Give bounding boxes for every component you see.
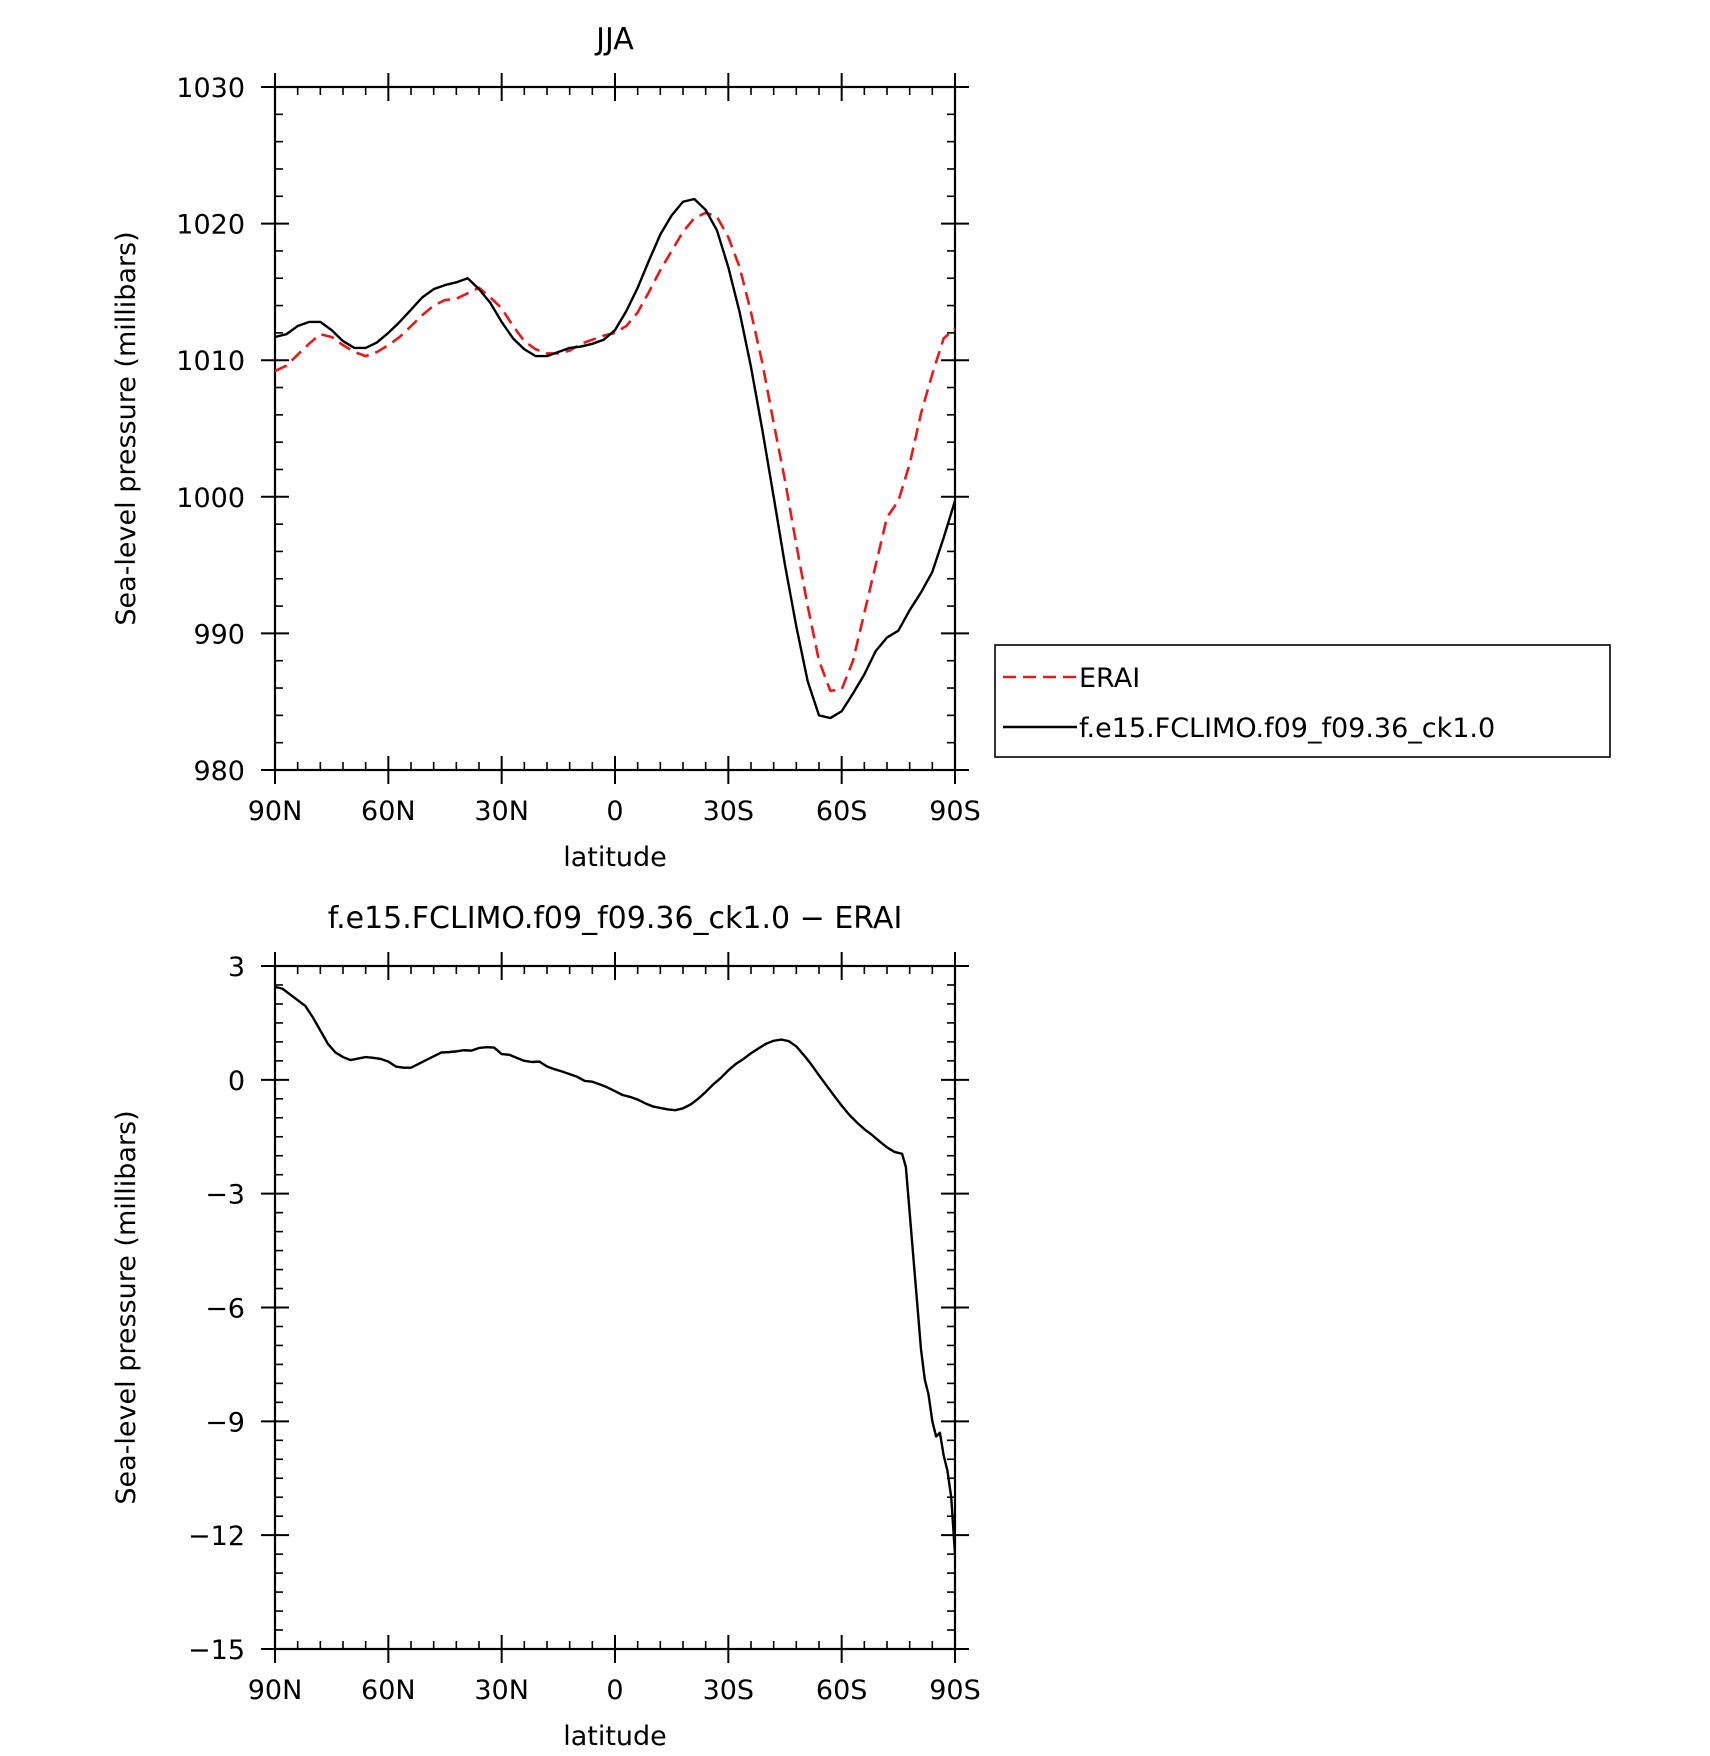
legend-label: ERAI [1079,663,1140,694]
x-tick-label: 90S [929,796,981,827]
x-tick-label: 90N [248,796,303,827]
x-tick-label: 30S [703,1675,755,1706]
y-tick-label: −15 [188,1635,245,1666]
y-tick-label: −3 [205,1180,245,1211]
series-line-erai [275,211,955,693]
legend-label: f.e15.FCLIMO.f09_f09.36_ck1.0 [1079,713,1495,744]
y-tick-label: 3 [228,952,245,983]
series-line-diff-0 [275,985,955,1556]
y-tick-label: −12 [188,1521,245,1552]
y-tick-label: 1020 [176,210,245,241]
chart-title: JJA [594,22,634,57]
x-tick-label: 60S [816,1675,868,1706]
x-tick-label: 30N [474,796,529,827]
bottom-panel-difference: 90N 60N 30N 0 30S 60S 90S 3 0 −3 −6 −9 −12 −15 f.e15.F… [111,901,981,1752]
y-tick-label: −9 [205,1407,245,1438]
x-tick-label: 60N [361,1675,416,1706]
y-tick-label: 980 [193,756,245,787]
legend-box [994,644,1611,758]
series-line-f-e15-fclimo-f09-f09-36-ck1-0 [275,197,955,720]
x-tick-label: 0 [606,796,623,827]
x-tick-label: 90N [248,1675,303,1706]
x-tick-label: 30S [703,796,755,827]
y-tick-label: −6 [205,1294,245,1325]
x-tick-label: 90S [929,1675,981,1706]
x-axis-title: latitude [563,842,667,873]
x-axis-title: latitude [563,1721,667,1752]
y-tick-label: 0 [228,1066,245,1097]
plot-frame [273,964,957,1651]
chart-title: f.e15.FCLIMO.f09_f09.36_ck1.0 − ERAI [328,901,903,936]
x-tick-label: 60S [816,796,868,827]
x-tick-label: 60N [361,796,416,827]
plot-frame [273,85,957,772]
x-tick-label: 30N [474,1675,529,1706]
y-tick-label: 1010 [176,346,245,377]
x-tick-label: 0 [606,1675,623,1706]
y-tick-label: 1030 [176,73,245,104]
top-panel-sea-level-pressure: 90N 60N 30N 0 30S 60S 90S 980 990 1000 1010 1020 103… [111,22,981,873]
y-tick-label: 990 [193,619,245,650]
legend: ERAI f.e15.FCLIMO.f09_f09.36_ck1.0 [994,644,1611,758]
y-axis-title: Sea-level pressure (millibars) [111,1110,142,1504]
y-axis-title: Sea-level pressure (millibars) [111,231,142,625]
y-tick-label: 1000 [176,483,245,514]
